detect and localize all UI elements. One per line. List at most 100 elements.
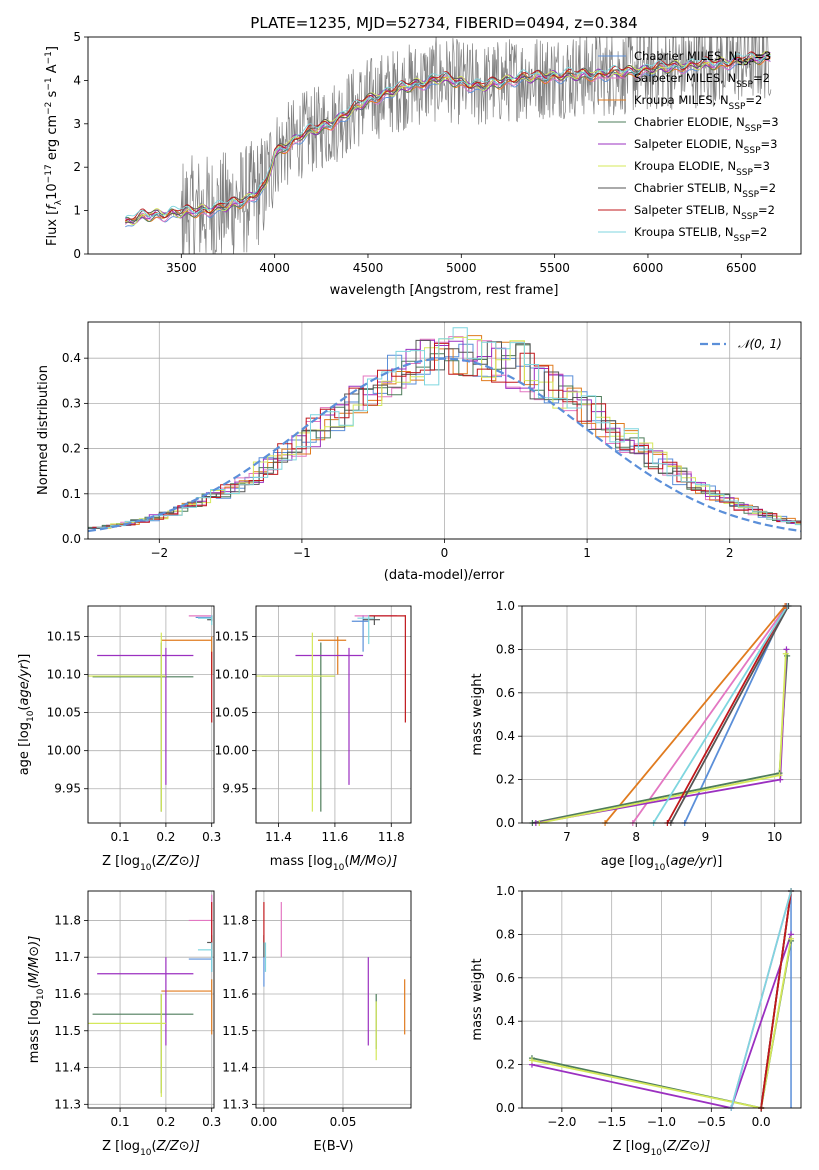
y-tick-label: 10.15 <box>47 629 81 643</box>
mass-weight-line <box>666 606 788 823</box>
x-tick-label: 0 <box>441 546 449 560</box>
x-tick-label: 0.1 <box>111 1115 130 1129</box>
y-tick-label: 11.5 <box>54 1024 81 1038</box>
y-tick-label: 0.8 <box>496 927 515 941</box>
gaussian-curve <box>88 357 801 533</box>
x-tick-label: 2 <box>726 546 734 560</box>
y-tick-label: 0.1 <box>62 487 81 501</box>
y-tick-label: 11.7 <box>54 950 81 964</box>
y-tick-label: 11.6 <box>54 987 81 1001</box>
mass-weight-marker <box>776 772 783 779</box>
y-tick-label: 11.3 <box>222 1097 249 1111</box>
x-tick-label: 0.1 <box>111 830 130 844</box>
axes-frame <box>255 605 412 824</box>
x-tick-label: 6000 <box>633 261 664 275</box>
x-tick-label: −2 <box>150 546 168 560</box>
mass-weight-marker <box>788 935 795 942</box>
histogram-step <box>96 336 801 529</box>
x-tick-label: 0.3 <box>202 1115 221 1129</box>
model-line <box>125 51 771 225</box>
y-tick-label: 1 <box>73 204 81 218</box>
x-tick-label: 11.8 <box>378 830 405 844</box>
y-tick-label: 0.6 <box>496 971 515 985</box>
axes-massweight-vs-z: −2.0 −1.5 −1.0 −0.5 0.0 0.0 0.2 0.4 0.6 0.8 1.0 Z [… <box>470 884 802 1158</box>
x-tick-label: 0.2 <box>156 1115 175 1129</box>
plot-area <box>88 327 801 533</box>
y-axis-label: age [log10(age/yr)] <box>17 654 36 776</box>
y-tick-label: 2 <box>73 160 81 174</box>
y-tick-label: 5 <box>73 30 81 44</box>
y-tick-label: 0 <box>73 247 81 261</box>
x-tick-label: −1 <box>293 546 311 560</box>
legend-entry: Chabrier ELODIE, NSSP=3 <box>634 115 779 134</box>
y-tick-label: 0.3 <box>62 396 81 410</box>
mass-weight-line <box>531 934 792 1108</box>
plot-area <box>532 606 790 823</box>
x-tick-label: 3500 <box>166 261 197 275</box>
y-tick-label: 10.10 <box>47 668 81 682</box>
axes-mass-vs-ebv: 0.00 0.05 11.3 11.4 11.5 11.6 11.7 11.8 E(B-V) <box>222 890 412 1154</box>
histogram-step <box>96 327 801 528</box>
x-tick-label: 10 <box>767 830 782 844</box>
y-tick-label: 11.7 <box>222 950 249 964</box>
x-tick-label: −0.5 <box>697 1115 726 1129</box>
mass-weight-line <box>670 606 790 823</box>
y-tick-label: 10.05 <box>215 706 249 720</box>
histogram-step <box>92 342 801 528</box>
histogram-step <box>88 344 801 528</box>
plot-area <box>124 37 772 254</box>
y-tick-label: 10.15 <box>215 629 249 643</box>
y-axis-label: mass weight <box>470 673 485 755</box>
legend-entry: Salpeter ELODIE, NSSP=3 <box>634 137 777 156</box>
y-tick-label: 0.4 <box>496 1014 515 1028</box>
legend-entry: 𝒩(0, 1) <box>738 337 782 351</box>
y-tick-label: 11.4 <box>54 1061 81 1075</box>
axes-frame <box>521 605 802 824</box>
axes-residuals: −2 −1 0 1 2 0.0 0.1 0.2 0.3 0.4 (data-model)/error… <box>36 321 802 583</box>
y-tick-label: 11.4 <box>222 1061 249 1075</box>
x-tick-label: −1.0 <box>647 1115 676 1129</box>
mass-weight-line <box>532 655 789 823</box>
x-tick-label: 0.2 <box>156 830 175 844</box>
y-tick-label: 10.05 <box>47 706 81 720</box>
y-tick-label: 10.10 <box>215 668 249 682</box>
x-tick-label: 9 <box>702 830 710 844</box>
plot-area <box>88 894 213 1097</box>
y-tick-label: 10.00 <box>47 744 81 758</box>
legend-entry: Kroupa MILES, NSSP=2 <box>634 93 762 112</box>
x-axis-label: Z [log10(Z/Z⊙)] <box>613 1139 711 1158</box>
y-tick-label: 0.4 <box>62 351 81 365</box>
x-axis-label: Z [log10(Z/Z⊙)] <box>102 1139 200 1158</box>
axes-age-vs-mass: 11.4 11.6 11.8 9.95 10.00 10.05 10.10 10.15 mass… <box>215 605 412 873</box>
model-line <box>124 53 771 218</box>
x-axis-label: E(B-V) <box>313 1139 353 1154</box>
y-tick-label: 0.0 <box>62 532 81 546</box>
axes-frame <box>87 36 802 255</box>
y-tick-label: 11.8 <box>54 913 81 927</box>
x-axis-label: (data-model)/error <box>384 568 505 583</box>
x-tick-label: 4500 <box>353 261 384 275</box>
y-tick-label: 11.8 <box>222 913 249 927</box>
y-tick-label: 11.3 <box>54 1097 81 1111</box>
legend-entry: Kroupa ELODIE, NSSP=3 <box>634 159 770 178</box>
y-tick-label: 4 <box>73 73 81 87</box>
y-tick-label: 0.8 <box>496 642 515 656</box>
y-axis-label: Flux [fλ10−17 erg cm−2 s−1 A−1] <box>44 46 64 246</box>
y-tick-label: 0.0 <box>496 816 515 830</box>
plot-area <box>263 902 406 1061</box>
x-tick-label: 8 <box>632 830 640 844</box>
axes-age-vs-z: 0.1 0.2 0.3 9.95 10.00 10.05 10.10 10.15 Z [log1… <box>17 605 221 873</box>
mass-weight-line <box>652 606 788 823</box>
mass-weight-line <box>531 938 792 1108</box>
model-line <box>125 50 771 226</box>
y-tick-label: 0.2 <box>496 773 515 787</box>
y-tick-label: 11.6 <box>222 987 249 1001</box>
mass-weight-line <box>632 606 788 823</box>
x-tick-label: 5000 <box>446 261 477 275</box>
y-axis-label: mass [log10(M/M⊙)] <box>27 936 46 1064</box>
x-axis-label: Z [log10(Z/Z⊙)] <box>102 854 200 873</box>
y-tick-label: 11.5 <box>222 1024 249 1038</box>
x-tick-label: 0.05 <box>330 1115 357 1129</box>
plot-area <box>88 615 213 812</box>
